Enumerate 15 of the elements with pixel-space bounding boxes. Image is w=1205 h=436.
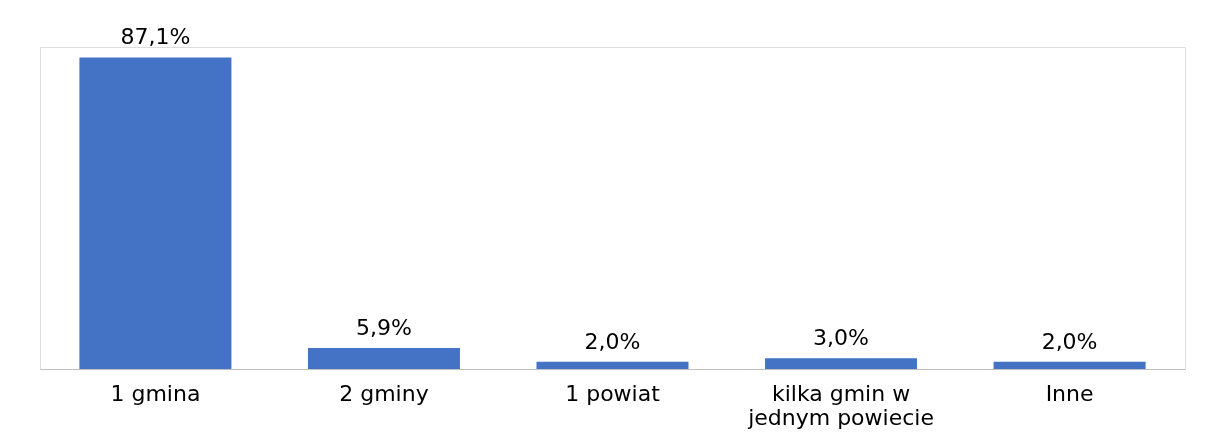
x-tick-label: 2 gminy	[339, 380, 429, 406]
data-label: 2,0%	[1041, 328, 1098, 354]
bar	[79, 57, 232, 369]
x-tick-label: Inne	[1045, 380, 1094, 406]
bar	[307, 347, 460, 369]
x-tick-label: kilka gmin w jednym powiecie	[747, 380, 934, 430]
bar	[993, 361, 1146, 369]
x-tick-label: 1 gmina	[110, 380, 201, 406]
bar	[536, 361, 689, 369]
data-label: 5,9%	[356, 314, 412, 340]
bar	[765, 358, 918, 369]
data-label: 2,0%	[584, 328, 641, 354]
data-label: 3,0%	[813, 325, 869, 351]
x-tick-label: 1 powiat	[565, 380, 661, 406]
data-label: 87,1%	[120, 24, 191, 50]
